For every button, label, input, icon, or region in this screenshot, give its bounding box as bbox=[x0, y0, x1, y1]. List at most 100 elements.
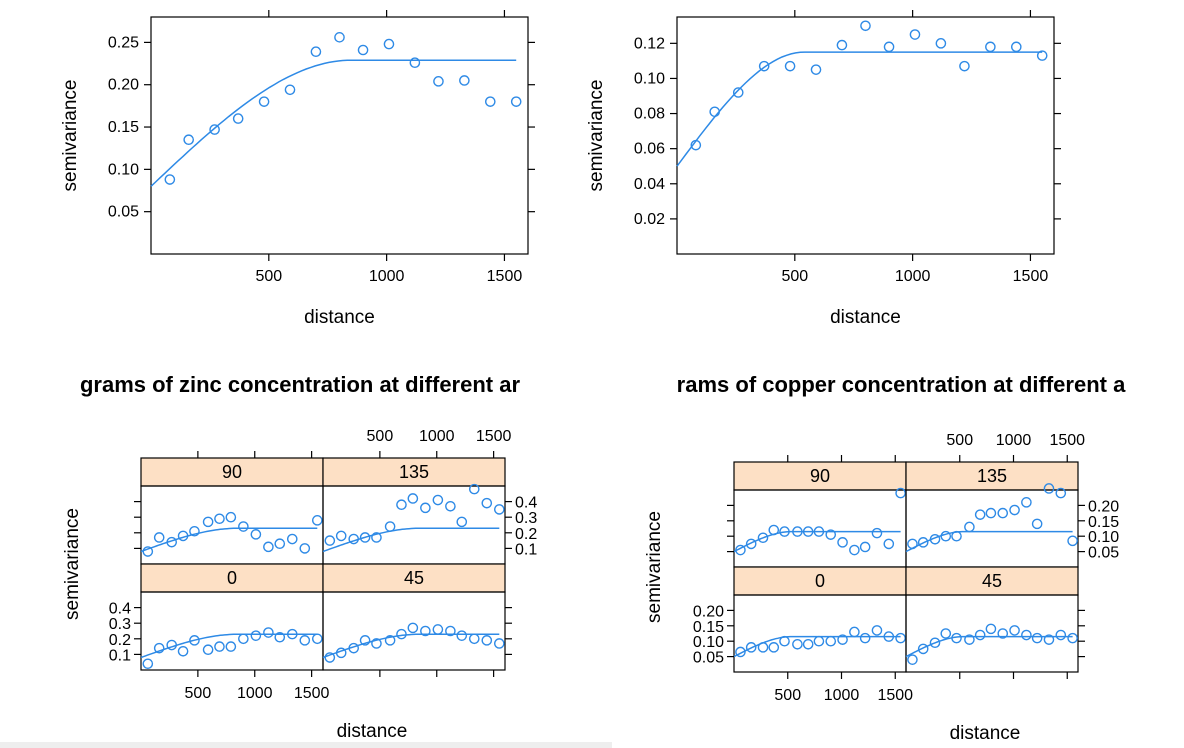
data-point bbox=[837, 634, 848, 645]
strip bbox=[140, 457, 324, 487]
strip-label: 135 bbox=[399, 462, 429, 482]
y-tick-label: 0.05 bbox=[693, 650, 724, 667]
data-point bbox=[837, 537, 848, 548]
data-point bbox=[225, 641, 237, 652]
data-point bbox=[164, 174, 176, 185]
data-point bbox=[238, 521, 249, 532]
data-point bbox=[929, 533, 941, 545]
panel-0: 0 500 1000 1500 0.10.20.30.4 bbox=[109, 563, 330, 702]
data-point bbox=[859, 541, 871, 553]
data-point bbox=[964, 634, 975, 645]
data-point bbox=[1009, 625, 1020, 636]
y-tick-label: 0.25 bbox=[108, 34, 139, 51]
strip-label: 45 bbox=[982, 571, 1002, 591]
y-tick-label: 0.08 bbox=[634, 106, 665, 123]
data-point bbox=[735, 646, 746, 658]
y-tick-label: 0.15 bbox=[693, 619, 724, 636]
x-tick-label: 1000 bbox=[419, 428, 455, 445]
chart-title: rams of copper concentration at differen… bbox=[677, 372, 1126, 397]
x-tick-label: 1500 bbox=[877, 687, 913, 704]
data-point bbox=[1067, 632, 1078, 644]
data-point bbox=[324, 535, 336, 546]
data-point bbox=[209, 124, 220, 135]
data-point bbox=[1043, 483, 1055, 494]
data-point bbox=[214, 513, 225, 525]
data-point bbox=[860, 20, 871, 32]
x-tick-label: 1500 bbox=[1049, 432, 1085, 449]
data-point bbox=[768, 642, 780, 653]
y-axis-label: semivariance bbox=[586, 80, 607, 192]
variogram-copper-overall: 500 1000 1500 0.02 0.04 0.06 0.08 0.10 0.12 dista… bbox=[586, 10, 1061, 328]
data-point bbox=[177, 530, 189, 542]
data-point bbox=[432, 494, 444, 506]
y-tick-label: 0.4 bbox=[109, 601, 131, 618]
data-point bbox=[1036, 50, 1048, 61]
y-tick-label: 0.15 bbox=[108, 119, 139, 136]
data-point bbox=[907, 538, 918, 550]
data-point bbox=[997, 628, 1009, 639]
data-point bbox=[274, 631, 286, 643]
data-point bbox=[286, 533, 298, 545]
strip-label: 0 bbox=[227, 568, 237, 588]
data-point bbox=[802, 526, 814, 537]
x-axis-label: distance bbox=[830, 307, 901, 328]
data-point bbox=[335, 530, 347, 542]
y-tick-label: 0.3 bbox=[109, 616, 131, 633]
data-point bbox=[709, 106, 721, 118]
data-point bbox=[153, 642, 165, 654]
data-point bbox=[420, 502, 431, 514]
data-point bbox=[433, 76, 444, 87]
panel-frame bbox=[905, 594, 1079, 673]
y-tick-label: 0.06 bbox=[634, 141, 665, 158]
data-point bbox=[202, 644, 214, 656]
data-point bbox=[481, 497, 493, 509]
data-point bbox=[895, 487, 906, 499]
data-point bbox=[383, 38, 395, 50]
data-point bbox=[299, 543, 311, 554]
panel-0: 0 500 1000 1500 0.050.100.150.20 bbox=[693, 566, 913, 704]
data-point bbox=[735, 544, 746, 556]
y-tick-label: 0.2 bbox=[109, 632, 131, 649]
x-tick-label: 1500 bbox=[487, 268, 523, 285]
data-point bbox=[371, 638, 382, 649]
data-point bbox=[324, 652, 336, 663]
data-point bbox=[445, 500, 456, 512]
x-axis-label: distance bbox=[950, 723, 1021, 744]
y-tick-label: 0.05 bbox=[108, 204, 139, 221]
data-point bbox=[420, 625, 431, 637]
data-point bbox=[871, 625, 883, 636]
data-point bbox=[997, 507, 1009, 519]
data-point bbox=[1031, 518, 1043, 530]
data-point bbox=[238, 633, 249, 645]
data-point bbox=[396, 628, 407, 640]
y-tick-label: 0.02 bbox=[634, 211, 665, 228]
data-point bbox=[286, 628, 298, 640]
x-axis-label: distance bbox=[337, 721, 408, 742]
data-point bbox=[1067, 535, 1078, 547]
data-point bbox=[768, 524, 780, 536]
data-point bbox=[909, 29, 921, 40]
data-point bbox=[732, 87, 744, 98]
data-point bbox=[792, 526, 803, 537]
panel-frame bbox=[322, 591, 506, 671]
x-tick-label: 1000 bbox=[996, 432, 1032, 449]
data-point bbox=[166, 536, 178, 548]
x-tick-label: 500 bbox=[367, 428, 394, 445]
data-point bbox=[189, 525, 200, 537]
data-point bbox=[1055, 487, 1067, 499]
data-point bbox=[459, 75, 470, 86]
data-point bbox=[409, 57, 421, 69]
data-point bbox=[334, 32, 345, 43]
strip-label: 90 bbox=[810, 466, 830, 486]
data-point bbox=[250, 630, 262, 641]
panel-frame bbox=[140, 485, 324, 565]
strip-label: 90 bbox=[222, 462, 242, 482]
plot-frame bbox=[676, 16, 1055, 255]
data-point bbox=[985, 507, 997, 519]
strip bbox=[905, 566, 1079, 596]
strip-label: 135 bbox=[977, 466, 1007, 486]
y-axis-label: semivariance bbox=[60, 80, 81, 192]
data-point bbox=[859, 632, 871, 644]
panel-90: 90 bbox=[134, 451, 324, 565]
data-point bbox=[825, 635, 837, 647]
